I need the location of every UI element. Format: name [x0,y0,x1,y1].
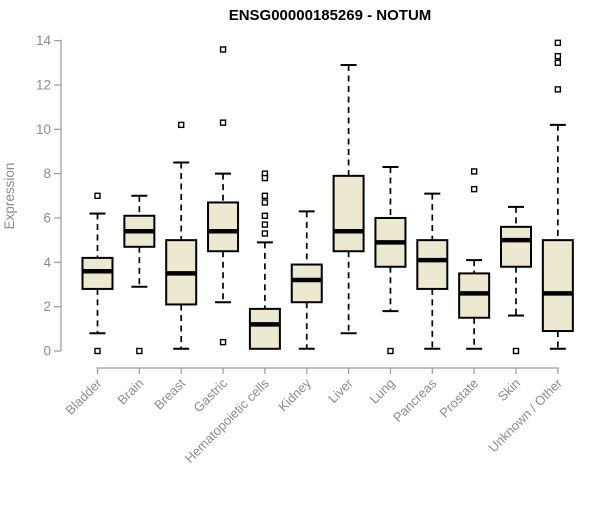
outlier-point-gastric [219,46,227,53]
outlier-point-hematopoietic-cells [261,174,269,182]
y-tick-label: 4 [43,255,51,270]
y-tick-label: 14 [36,33,52,48]
x-category-label-lung: Lung [367,376,398,407]
outlier-point-prostate [470,168,478,175]
outlier-point-hematopoietic-cells [261,221,269,228]
outlier-point-gastric [219,119,227,126]
outlier-point-lung [387,347,394,355]
y-tick-label: 8 [43,166,51,181]
y-axis-label: Expression [2,163,17,230]
x-category-label-pancreas: Pancreas [390,375,440,425]
outlier-point-breast [177,121,185,129]
y-tick-label: 0 [43,344,51,359]
outlier-point-unknown-other [554,39,562,47]
outlier-point-bladder [94,347,101,355]
x-category-label-unknown-other: Unknown / Other [485,375,565,455]
outlier-point-skin [512,347,520,355]
outlier-point-brain [136,347,143,355]
y-tick-label: 10 [36,122,51,137]
x-category-label-brain: Brain [114,376,146,408]
outlier-point-unknown-other [554,59,562,66]
box-unknown-other [541,239,574,333]
outlier-point-prostate [470,185,478,193]
x-category-label-skin: Skin [495,376,523,404]
x-category-label-prostate: Prostate [436,376,481,421]
outlier-point-unknown-other [554,86,562,93]
box-pancreas [416,239,449,290]
x-category-label-kidney: Kidney [275,375,314,414]
outlier-point-unknown-other [554,52,562,60]
y-tick-label: 12 [36,77,51,92]
box-kidney [290,263,323,304]
outlier-point-hematopoietic-cells [261,230,269,237]
x-category-label-gastric: Gastric [190,375,230,415]
box-hematopoietic-cells [248,307,281,350]
box-gastric [207,201,240,253]
x-category-label-liver: Liver [325,375,356,406]
x-category-label-breast: Breast [151,375,188,412]
y-tick-label: 6 [43,210,51,225]
box-liver [332,174,365,253]
y-tick-label: 2 [43,299,51,314]
outlier-point-hematopoietic-cells [261,192,269,200]
box-skin [500,225,532,268]
outlier-point-hematopoietic-cells [261,212,269,219]
outlier-point-bladder [94,192,101,200]
chart-title: ENSG00000185269 - NOTUM [229,7,432,24]
outlier-point-gastric [219,338,227,346]
x-category-label-bladder: Bladder [62,375,105,418]
outlier-point-hematopoietic-cells [261,199,269,206]
